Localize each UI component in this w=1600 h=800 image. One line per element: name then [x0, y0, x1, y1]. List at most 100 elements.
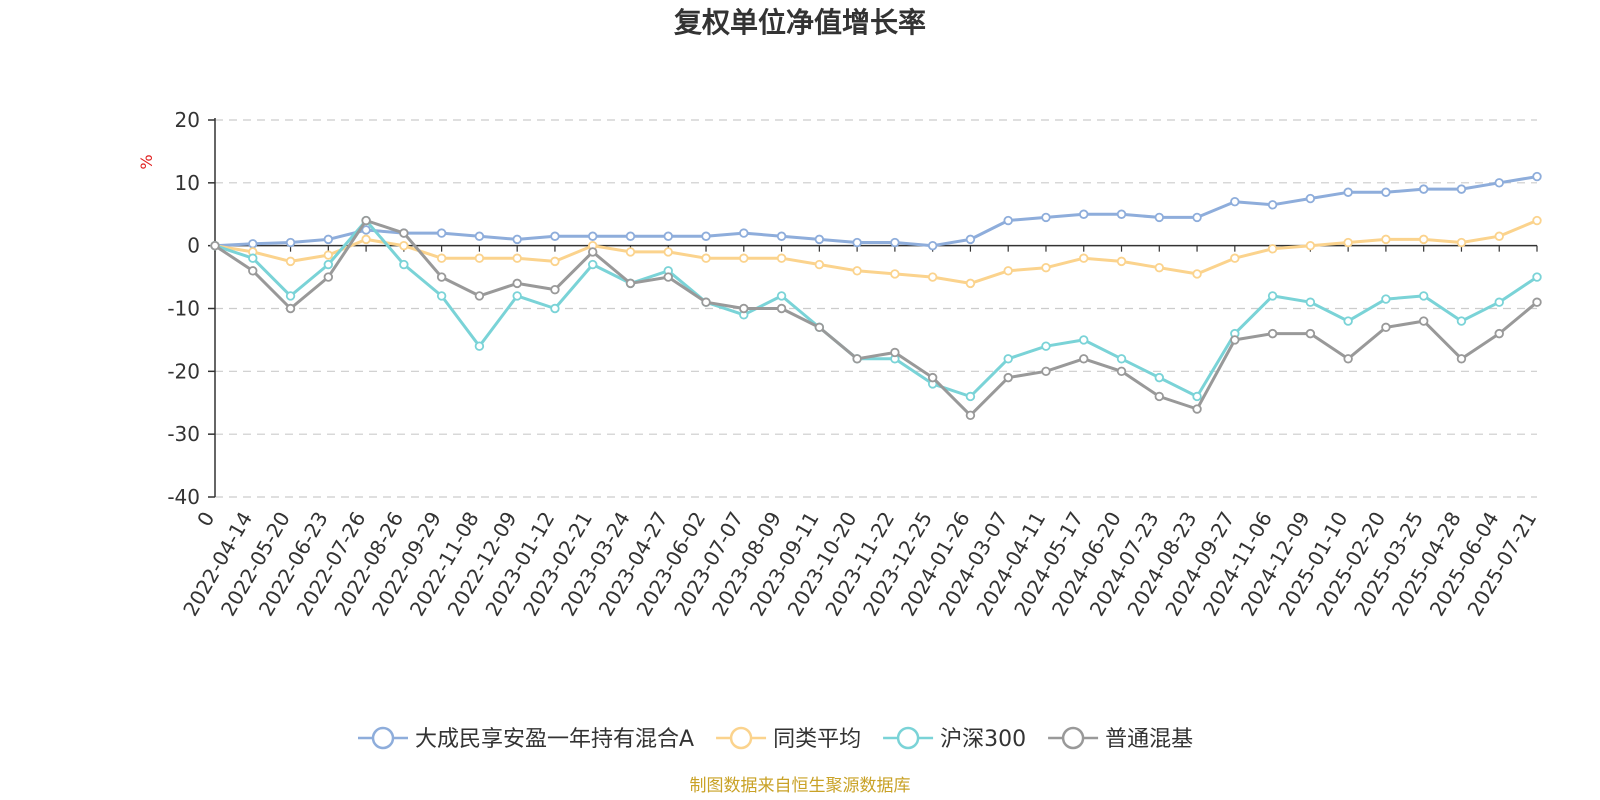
- data-point: [1116, 209, 1127, 219]
- series-lines: [210, 171, 1542, 421]
- data-point: [701, 297, 711, 307]
- data-point: [1456, 354, 1467, 364]
- data-point: [1003, 354, 1013, 364]
- data-point: [1305, 240, 1316, 251]
- data-point: [210, 240, 220, 251]
- data-point: [1418, 316, 1429, 326]
- data-point: [323, 259, 334, 270]
- data-point: [1343, 187, 1353, 197]
- data-point: [1343, 316, 1353, 326]
- data-point: [663, 231, 673, 241]
- data-point: [1079, 335, 1089, 345]
- data-point: [776, 303, 787, 314]
- data-point: [1041, 366, 1051, 377]
- legend-item[interactable]: 同类平均: [716, 726, 861, 752]
- data-point: [701, 253, 711, 263]
- data-point: [248, 266, 258, 276]
- data-point: [1003, 266, 1013, 276]
- data-point: [1154, 372, 1164, 383]
- legend-label: 沪深300: [940, 727, 1026, 752]
- data-point: [248, 239, 258, 249]
- data-point: [1343, 237, 1353, 248]
- series-line: [213, 219, 1539, 417]
- data-point: [965, 278, 976, 289]
- data-point: [739, 253, 749, 263]
- series-1: [210, 215, 1542, 289]
- data-point: [1381, 234, 1391, 245]
- data-point: [663, 272, 673, 282]
- data-point: [1154, 262, 1164, 273]
- chart-title: 复权单位净值增长率: [674, 6, 926, 39]
- legend[interactable]: 大成民享安盈一年持有混合A 同类平均 沪深300 普通混基: [358, 726, 1193, 752]
- data-point: [1532, 297, 1542, 307]
- data-point: [399, 228, 409, 238]
- data-point: [739, 228, 749, 238]
- x-tick-label: 0: [192, 508, 219, 531]
- y-tick-label: -10: [167, 297, 200, 321]
- legend-marker: [1061, 726, 1085, 750]
- data-point: [1456, 184, 1467, 194]
- data-point: [814, 259, 825, 270]
- legend-label: 普通混基: [1105, 727, 1193, 752]
- data-point: [323, 234, 334, 245]
- data-point: [1154, 391, 1164, 402]
- data-point: [323, 272, 334, 282]
- data-point: [285, 237, 296, 248]
- data-point: [1305, 297, 1316, 307]
- y-tick-label: 10: [175, 171, 200, 195]
- data-point: [1041, 341, 1051, 351]
- data-point: [1116, 366, 1127, 377]
- data-point: [1532, 272, 1542, 282]
- data-point: [814, 322, 825, 333]
- data-point: [1381, 187, 1391, 197]
- y-tick-label: 0: [187, 234, 200, 258]
- data-point: [436, 253, 447, 263]
- data-point: [625, 278, 636, 289]
- data-point: [1230, 335, 1240, 345]
- data-point: [1230, 253, 1240, 263]
- series-0: [210, 171, 1542, 251]
- data-point: [1305, 328, 1316, 339]
- legend-item[interactable]: 大成民享安盈一年持有混合A: [358, 726, 694, 752]
- legend-item[interactable]: 普通混基: [1048, 726, 1193, 752]
- data-point: [474, 253, 485, 263]
- data-point: [1418, 184, 1429, 194]
- data-point: [588, 247, 598, 257]
- data-source-note: 制图数据来自恒生聚源数据库: [690, 776, 911, 796]
- data-point: [1267, 200, 1278, 210]
- y-axis-unit: %: [137, 154, 156, 169]
- data-point: [663, 247, 673, 257]
- data-point: [1154, 212, 1164, 223]
- data-point: [852, 266, 862, 276]
- data-point: [1381, 294, 1391, 304]
- data-point: [1418, 234, 1429, 245]
- data-point: [739, 303, 749, 314]
- data-point: [1041, 212, 1051, 223]
- series-line: [213, 219, 1539, 285]
- data-point: [550, 256, 560, 267]
- data-point: [399, 259, 409, 270]
- data-point: [927, 372, 938, 383]
- data-point: [965, 234, 976, 245]
- legend-marker: [729, 726, 753, 750]
- data-point: [701, 231, 711, 241]
- y-tick-label: 20: [175, 108, 200, 132]
- data-point: [1343, 354, 1353, 364]
- data-point: [890, 237, 900, 248]
- y-tick-label: -20: [167, 359, 200, 383]
- data-point: [1230, 196, 1240, 207]
- y-tick-label: -40: [167, 485, 200, 509]
- legend-label: 大成民享安盈一年持有混合A: [415, 727, 694, 752]
- data-point: [285, 303, 296, 314]
- data-point: [512, 253, 522, 263]
- data-point: [927, 240, 938, 251]
- data-point: [436, 291, 447, 301]
- data-point: [1456, 237, 1467, 248]
- data-point: [1494, 178, 1504, 188]
- legend-item[interactable]: 沪深300: [883, 726, 1026, 752]
- x-axis: 02022-04-142022-05-202022-06-232022-07-2…: [178, 244, 1541, 620]
- data-point: [625, 247, 636, 257]
- data-point: [399, 240, 409, 251]
- data-point: [1494, 328, 1504, 339]
